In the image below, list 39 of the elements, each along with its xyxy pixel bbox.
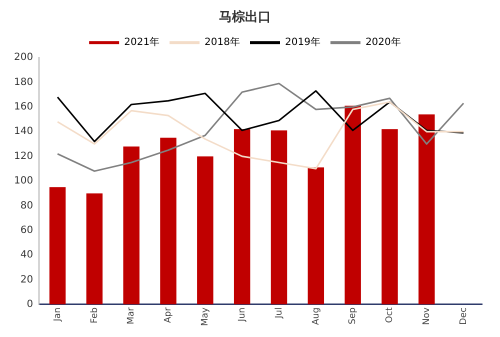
bar [382, 129, 398, 304]
y-tick-label: 200 [14, 52, 34, 64]
chart-title: 马棕出口 [219, 9, 271, 26]
y-tick-label: 100 [14, 176, 34, 187]
x-tick-label: Sep [348, 307, 358, 324]
x-tick-label: Mar [126, 307, 137, 324]
x-tick-label: Nov [422, 306, 432, 325]
legend-label: 2021年 [124, 36, 160, 48]
bar [197, 156, 214, 304]
x-tick-label: Feb [90, 307, 100, 324]
x-tick-label: Dec [458, 307, 469, 325]
x-tick-label: Aug [311, 307, 322, 325]
y-tick-label: 80 [20, 200, 34, 212]
bar [123, 146, 140, 304]
legend-label: 2019年 [285, 36, 320, 48]
x-tick-label: Jan [52, 307, 63, 322]
x-tick-label: Jul [274, 307, 284, 320]
y-tick-label: 40 [20, 250, 34, 261]
y-tick-label: 160 [14, 102, 34, 113]
bar [49, 187, 66, 304]
legend-label: 2020年 [365, 36, 401, 48]
y-tick-label: 180 [14, 76, 34, 88]
legend-label: 2018年 [204, 36, 240, 48]
y-tick-label: 120 [14, 150, 34, 162]
y-tick-label: 0 [26, 298, 34, 310]
bar [344, 106, 361, 304]
y-tick-label: 140 [14, 126, 34, 138]
x-tick-label: Oct [385, 306, 396, 323]
y-tick-label: 60 [20, 224, 34, 236]
bar [270, 130, 288, 304]
bar [160, 138, 176, 304]
bar [234, 129, 250, 304]
x-tick-label: Apr [164, 307, 174, 323]
bar [418, 114, 435, 304]
bar [86, 193, 103, 304]
bar [308, 167, 324, 304]
y-tick-label: 20 [20, 274, 34, 286]
x-tick-label: Jun [237, 307, 248, 322]
x-tick-label: May [200, 306, 211, 326]
